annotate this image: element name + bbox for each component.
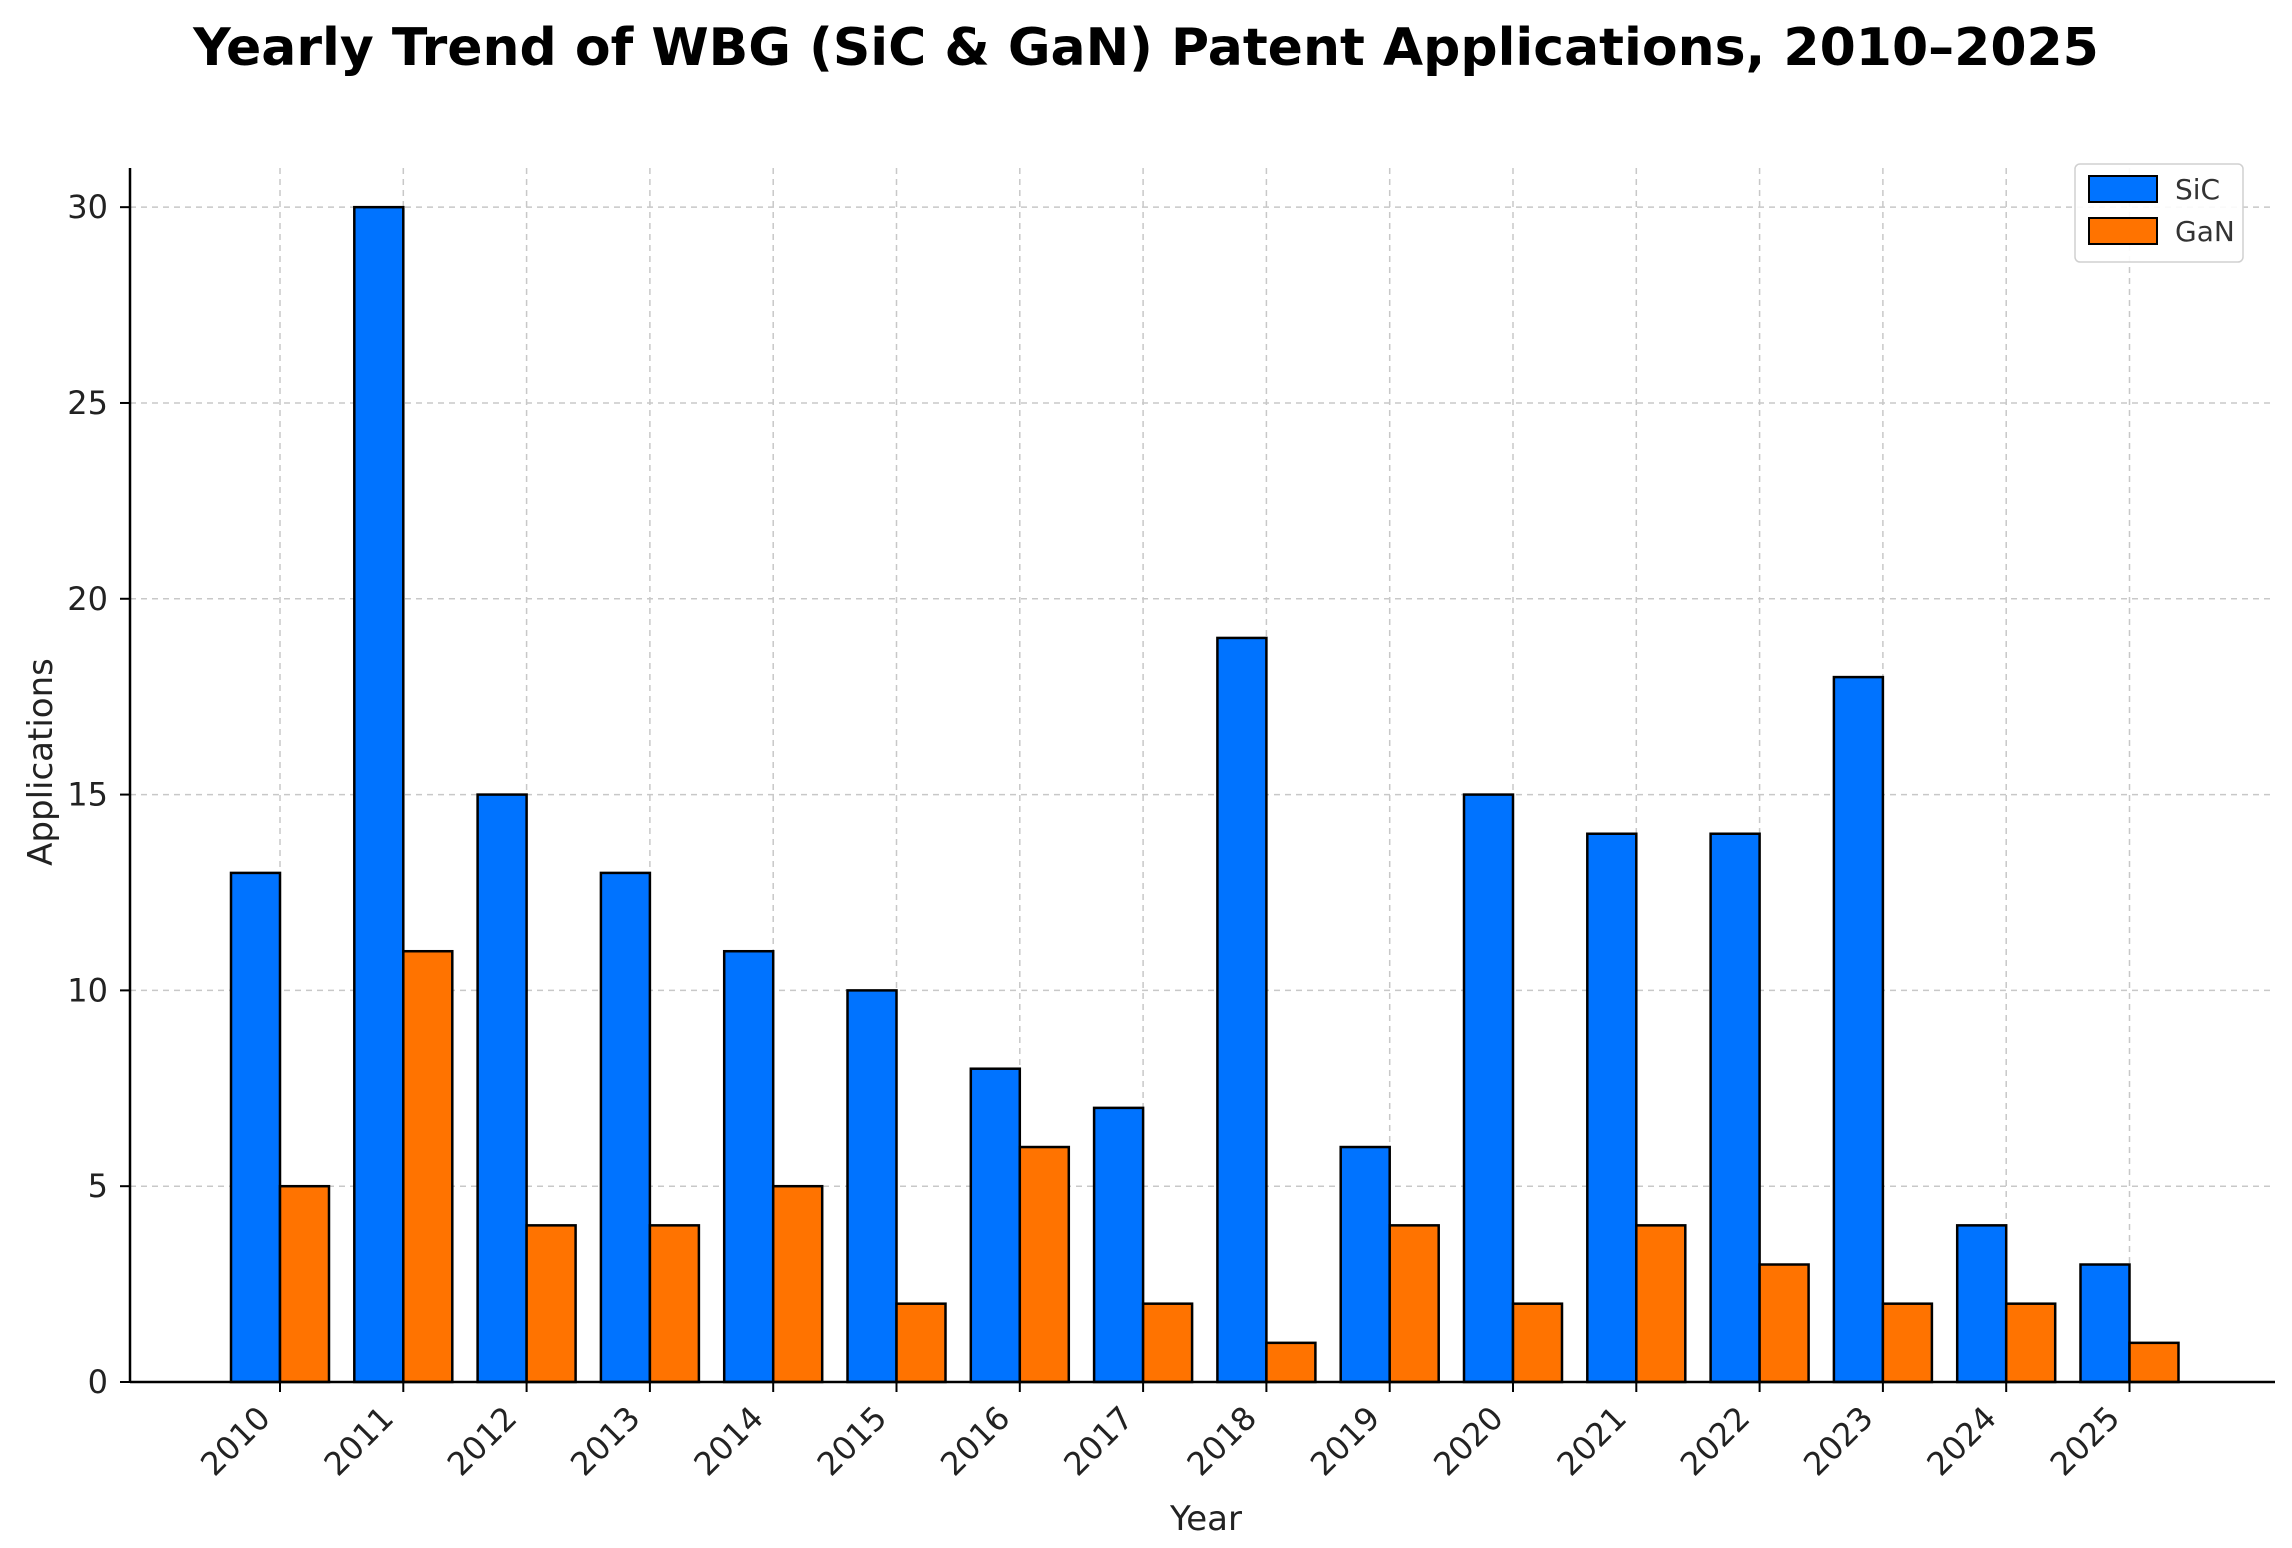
y-tick-label: 10: [67, 971, 108, 1009]
bar-gan-2018: [1265, 1341, 1317, 1384]
bar-sic-2018: [1216, 636, 1268, 1384]
y-tick-label: 5: [88, 1167, 108, 1205]
x-tick-label: 2023: [1796, 1399, 1880, 1483]
chart-title: Yearly Trend of WBG (SiC & GaN) Patent A…: [192, 18, 2099, 78]
bar-gan-2016: [1018, 1145, 1071, 1384]
bar-sic-2022: [1709, 832, 1761, 1384]
legend-label-gan: GaN: [2175, 215, 2235, 248]
x-tick-label: 2018: [1180, 1399, 1264, 1483]
x-tick-label: 2011: [317, 1399, 401, 1483]
grid: [130, 168, 2275, 1382]
y-tick-label: 20: [67, 580, 108, 618]
bar-gan-2013: [648, 1224, 701, 1384]
bar-sic-2012: [476, 793, 528, 1384]
bar-sic-2019: [1339, 1145, 1391, 1384]
x-tick-label: 2025: [2043, 1399, 2127, 1483]
bar-gan-2022: [1758, 1263, 1810, 1384]
x-tick-label: 2021: [1550, 1399, 1634, 1483]
x-tick-label: 2012: [440, 1399, 524, 1483]
bar-sic-2023: [1832, 675, 1885, 1384]
x-tick-label: 2015: [810, 1399, 894, 1483]
bar-sic-2016: [969, 1067, 1022, 1384]
x-tick-label: 2019: [1303, 1399, 1387, 1483]
bar-sic-2014: [722, 949, 775, 1384]
y-tick-label: 30: [67, 188, 108, 226]
x-tick-label: 2024: [1919, 1399, 2003, 1483]
bar-gan-2015: [895, 1302, 947, 1384]
bar-sic-2013: [599, 871, 652, 1384]
y-axis-ticks: 0 5 10 15 20 25 30: [67, 188, 130, 1401]
bar-sic-2017: [1092, 1106, 1145, 1384]
x-tick-label: 2014: [686, 1399, 770, 1483]
bar-sic-2011: [353, 205, 405, 1384]
bar-sic-2024: [1955, 1224, 2008, 1384]
x-tick-label: 2010: [193, 1399, 277, 1483]
bar-sic-2015: [846, 989, 898, 1384]
bar-gan-2023: [1881, 1302, 1934, 1384]
bar-gan-2012: [525, 1224, 577, 1384]
y-tick-label: 25: [67, 384, 108, 422]
y-tick-label: 15: [67, 776, 108, 814]
legend: SiC GaN: [2074, 163, 2244, 263]
bar-sic-2021: [1586, 832, 1638, 1384]
x-tick-label: 2020: [1426, 1399, 1510, 1483]
y-axis-label: Applications: [21, 658, 61, 866]
bar-sic-2010: [229, 871, 282, 1384]
bar-gan-2010: [278, 1184, 331, 1384]
bar-gan-2014: [771, 1184, 824, 1384]
bar-sic-2020: [1462, 793, 1515, 1384]
bars: [229, 205, 2180, 1384]
legend-swatch-gan: [2088, 217, 2158, 245]
bar-gan-2021: [1635, 1224, 1687, 1384]
legend-label-sic: SiC: [2175, 173, 2220, 206]
bar-sic-2025: [2079, 1263, 2131, 1384]
x-axis-ticks: 2010 2011 2012 2013 2014 2015 2016 2017 2018 2019…: [193, 1382, 2131, 1483]
x-axis-label: Year: [1169, 1499, 1242, 1539]
x-tick-label: 2017: [1056, 1399, 1140, 1483]
x-tick-label: 2022: [1673, 1399, 1757, 1483]
bar-gan-2017: [1141, 1302, 1194, 1384]
y-tick-label: 0: [88, 1363, 108, 1401]
bar-gan-2020: [1511, 1302, 1564, 1384]
bar-gan-2011: [402, 949, 454, 1384]
bar-gan-2019: [1388, 1224, 1440, 1384]
bar-gan-2024: [2004, 1302, 2057, 1384]
x-tick-label: 2013: [563, 1399, 647, 1483]
axes: [128, 168, 2275, 1384]
bar-gan-2025: [2128, 1341, 2180, 1384]
x-tick-label: 2016: [933, 1399, 1017, 1483]
legend-swatch-sic: [2088, 175, 2158, 203]
